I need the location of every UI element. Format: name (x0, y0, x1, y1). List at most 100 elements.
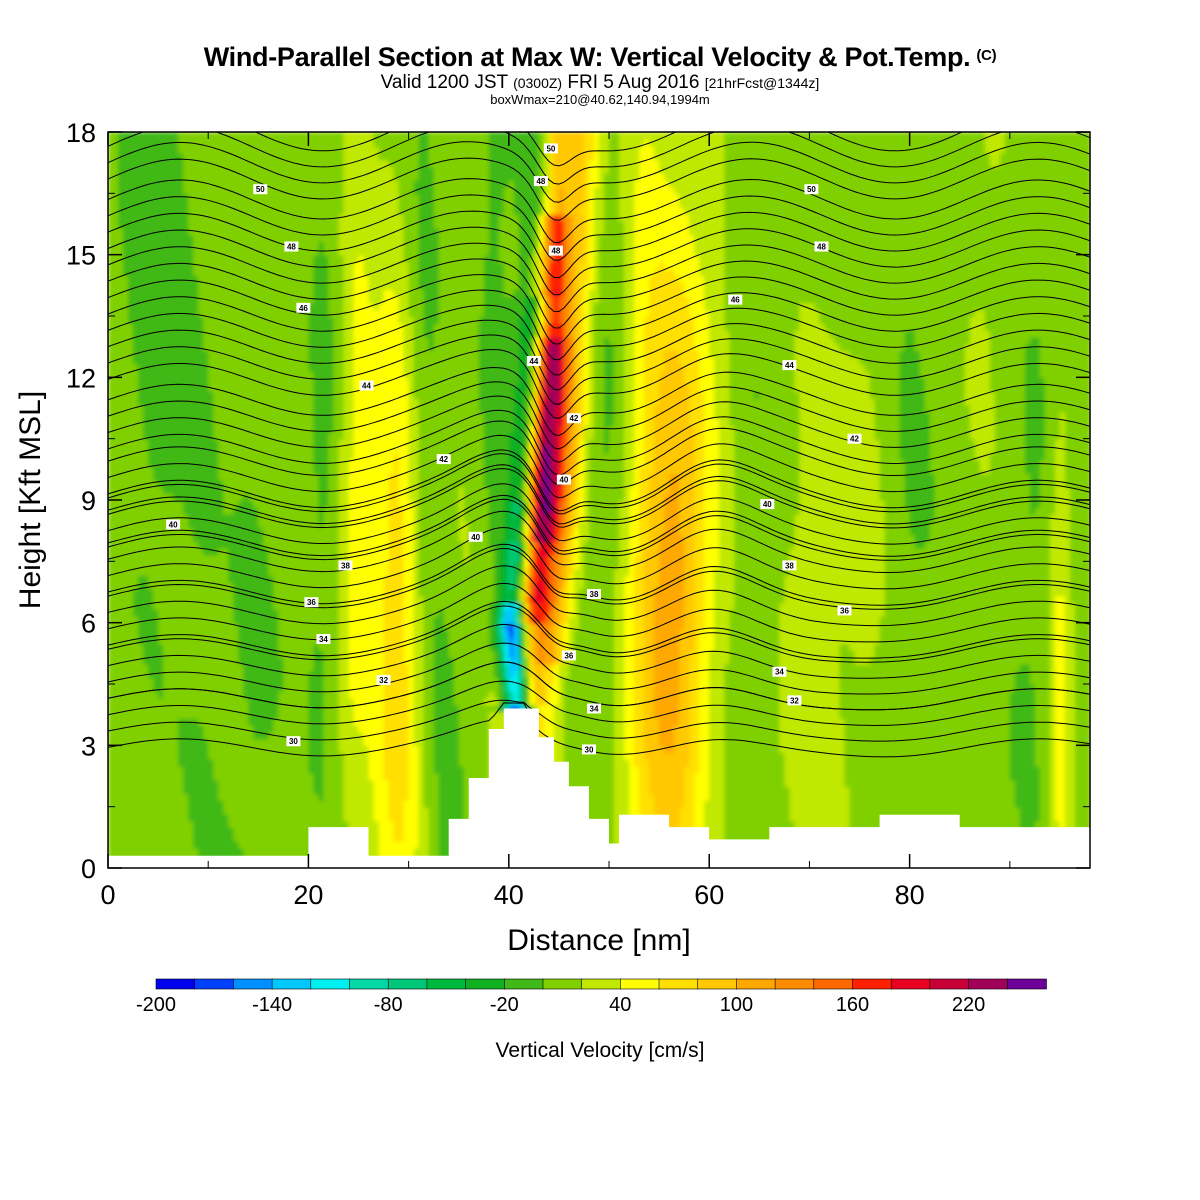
colorbar-swatch (271, 978, 312, 990)
contour-label: 50 (804, 184, 819, 195)
colorbar-swatch (619, 978, 660, 990)
theta-contour-line (108, 600, 1090, 659)
contour-label: 42 (566, 413, 581, 424)
theta-contour-line (108, 498, 1090, 561)
contour-label: 40 (556, 474, 571, 485)
theta-contours (108, 132, 1090, 758)
contour-label: 44 (526, 356, 541, 366)
y-tick-label: 9 (81, 486, 96, 516)
contour-label: 42 (436, 454, 451, 465)
colorbar-swatch (387, 978, 428, 990)
x-axis-title: Distance [nm] (507, 924, 690, 957)
theta-contour-line (108, 702, 1090, 758)
x-tick-label: 0 (100, 880, 115, 910)
theta-contour-line (108, 132, 1090, 185)
chart-title: Wind-Parallel Section at Max W: Vertical… (0, 42, 1200, 73)
theta-contour-line (108, 605, 1090, 663)
contour-label: 38 (338, 560, 353, 571)
contour-label: 32 (376, 674, 391, 685)
theta-contour-line (108, 157, 1090, 221)
contour-label: 38 (587, 589, 601, 599)
theta-contour-line (108, 699, 1090, 742)
colorbar-swatch (813, 978, 854, 990)
theta-contour-line (108, 434, 1090, 499)
theta-contour-line (108, 526, 1090, 590)
colorbar-swatch (581, 978, 622, 990)
valid-time: Valid 1200 JST (381, 72, 508, 93)
contour-label: 50 (543, 143, 558, 154)
contour-label: 40 (760, 499, 775, 510)
colorbar-swatch (1006, 978, 1047, 990)
colorbar-swatch (852, 978, 893, 990)
title-units-tag: (C) (976, 47, 996, 64)
theta-contour-line (108, 334, 1090, 405)
contour-label: 40 (166, 519, 181, 530)
contour-label: 38 (782, 560, 797, 571)
theta-contour-line (254, 132, 964, 167)
contour-label: 40 (468, 531, 483, 542)
contour-label: 46 (728, 294, 743, 305)
theta-contour-line (108, 680, 1090, 727)
contour-label: 34 (587, 703, 601, 714)
theta-contour-line (108, 395, 1090, 463)
theta-contour-line (108, 210, 1090, 279)
theta-contour-line (108, 420, 1090, 486)
colorbar-swatch (658, 978, 699, 990)
utc-time: (0300Z) (513, 75, 562, 91)
title-text: Wind-Parallel Section at Max W: Vertical… (204, 42, 971, 72)
contour-label: 34 (316, 634, 331, 644)
colorbar-swatch (774, 978, 815, 990)
y-tick-label: 18 (66, 118, 96, 148)
theta-contour-line (108, 304, 1090, 376)
theta-contour-line (108, 464, 1090, 525)
theta-contour-line (108, 623, 1090, 679)
x-tick-label: 40 (494, 880, 524, 910)
theta-contour-line (108, 565, 1090, 627)
colorbar-tick-label: -140 (252, 994, 292, 1016)
theta-contour-line (108, 510, 1090, 573)
valid-date: FRI 5 Aug 2016 (567, 72, 699, 93)
contour-label: 32 (787, 695, 802, 706)
theta-contour-line (108, 289, 1090, 361)
colorbar-swatch (155, 978, 196, 990)
colorbar: -200 -140 -80 -20 40 100 160 220 (136, 978, 1047, 1016)
theta-contour-line (108, 319, 1090, 391)
theta-contour-line (108, 194, 1090, 261)
theta-contour-line (108, 494, 1090, 557)
colorbar-tick-label: 160 (836, 994, 869, 1016)
colorbar-swatch (968, 978, 1009, 990)
colorbar-swatch (542, 978, 583, 990)
theta-contour-line (108, 468, 1090, 529)
y-tick-label: 6 (81, 609, 96, 639)
theta-contour-line (108, 178, 1090, 244)
contour-label: 36 (561, 650, 576, 661)
contour-label: 30 (286, 736, 301, 747)
colorbar-tick-label: 100 (720, 994, 753, 1016)
chart-subtitle: Valid 1200 JST (0300Z) FRI 5 Aug 2016 [2… (0, 72, 1200, 94)
contour-label: 44 (359, 380, 374, 391)
theta-contour-line (108, 366, 1090, 437)
contour-label: 30 (582, 744, 596, 755)
y-axis-title: Height [Kft MSL] (14, 391, 47, 609)
theta-contour-line (108, 582, 1090, 643)
colorbar-tick-label: 220 (952, 994, 985, 1016)
theta-contour-line (108, 449, 1090, 512)
theta-contour-line (108, 226, 1090, 296)
colorbar-swatch (503, 978, 544, 990)
theta-contour-line (108, 141, 1090, 203)
theta-contour-line (108, 642, 1090, 695)
theta-contour-line (108, 258, 1090, 329)
terrain-profile (108, 708, 1090, 868)
colorbar-swatch (310, 978, 351, 990)
colorbar-swatch (929, 978, 970, 990)
contour-label: 44 (782, 360, 797, 371)
colorbar-swatch (697, 978, 738, 990)
y-tick-label: 12 (66, 363, 96, 393)
colorbar-swatch (426, 978, 467, 990)
contour-label: 48 (814, 241, 829, 252)
contour-label: 50 (253, 184, 268, 195)
contour-label: 48 (548, 245, 563, 256)
theta-contour-line (108, 274, 1090, 345)
